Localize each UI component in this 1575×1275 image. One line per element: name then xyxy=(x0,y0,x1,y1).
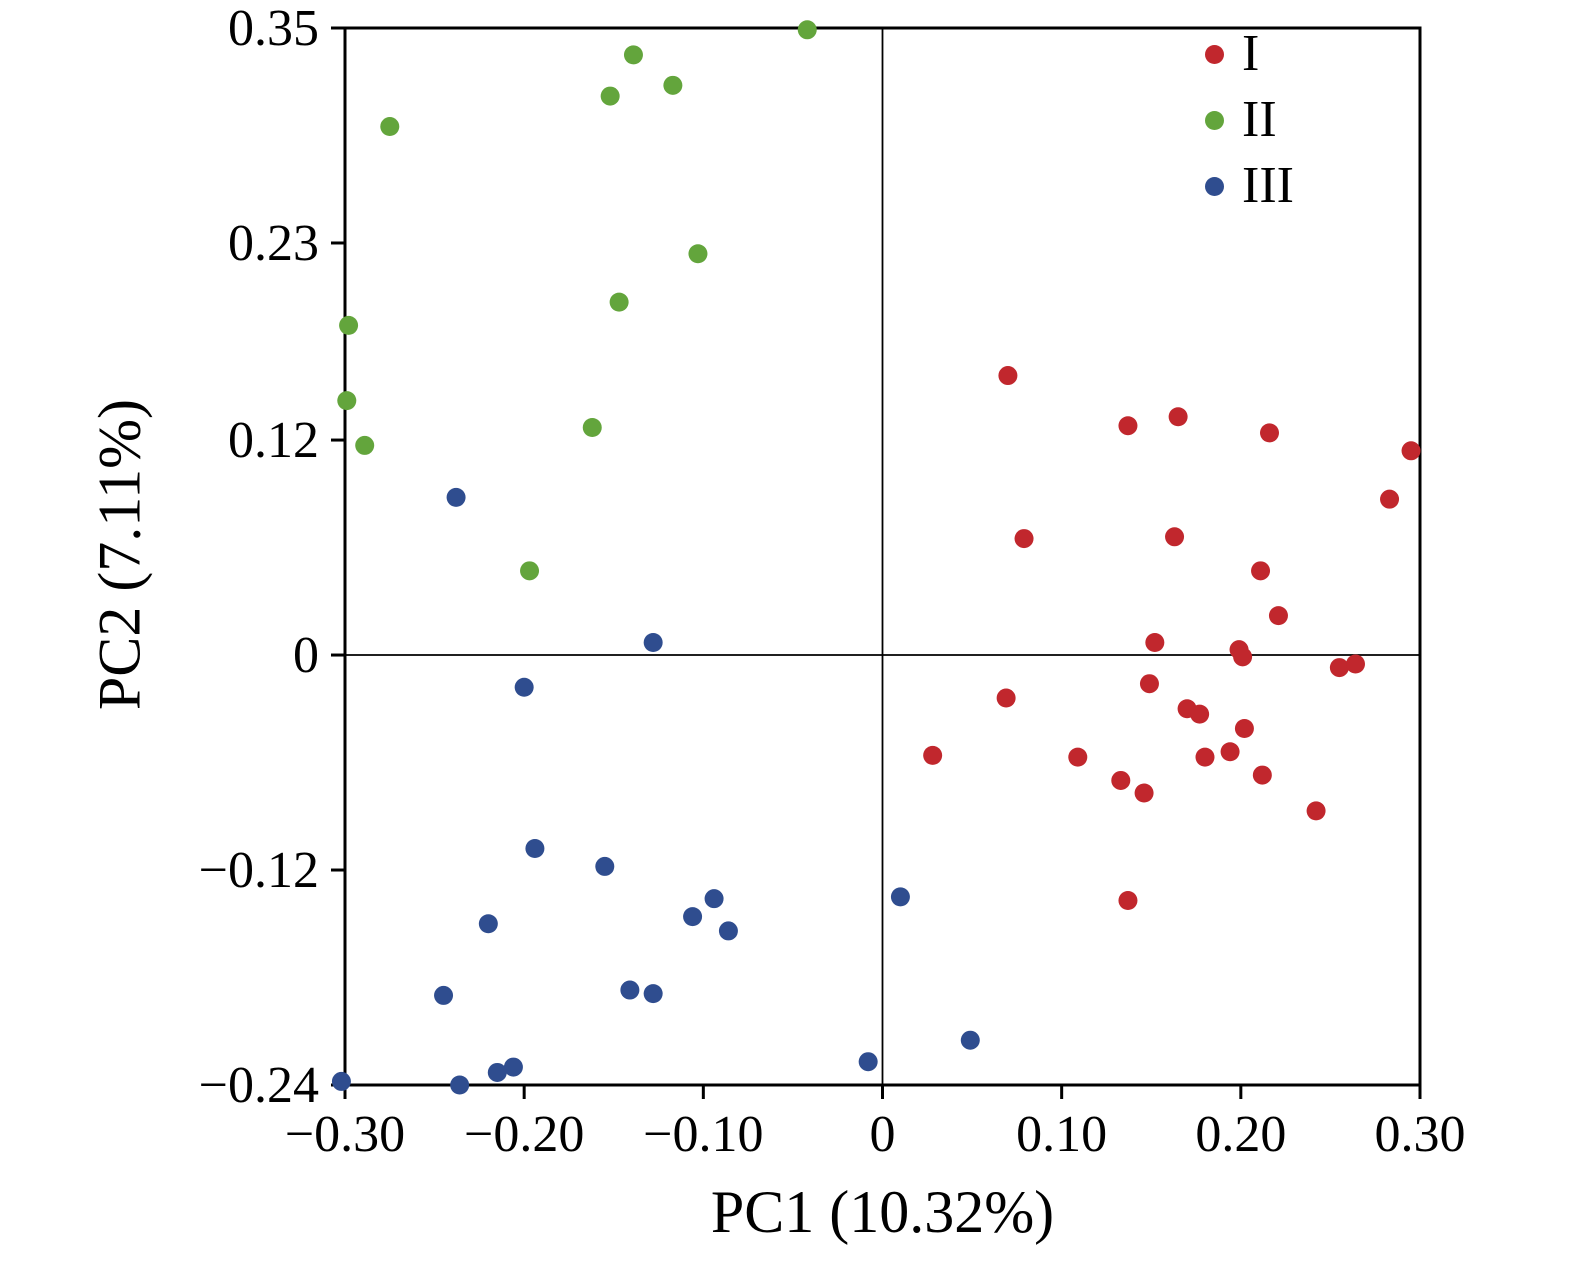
x-tick-label: 0.20 xyxy=(1195,1106,1286,1163)
data-point-series-I xyxy=(1118,416,1138,436)
x-tick-label: −0.20 xyxy=(464,1106,584,1163)
x-axis-label: PC1 (10.32%) xyxy=(710,1179,1055,1245)
data-point-series-II xyxy=(600,86,620,106)
data-point-series-III xyxy=(595,856,615,876)
legend-label-series-1: I xyxy=(1242,25,1260,82)
data-point-series-I xyxy=(1234,718,1254,738)
data-point-series-III xyxy=(450,1075,470,1095)
data-point-series-III xyxy=(718,921,738,941)
data-point-series-II xyxy=(688,244,708,264)
data-point-series-I xyxy=(1251,561,1271,581)
data-point-series-I xyxy=(1268,606,1288,626)
y-tick-label: −0.12 xyxy=(199,842,319,899)
legend-label-series-2: II xyxy=(1242,91,1277,148)
data-point-series-I xyxy=(1014,529,1034,549)
data-point-series-I xyxy=(996,688,1016,708)
x-tick-label: 0.10 xyxy=(1016,1106,1107,1163)
data-point-series-II xyxy=(623,45,643,65)
data-point-series-II xyxy=(797,20,817,40)
data-point-series-I xyxy=(1380,489,1400,509)
legend-marker-series-2 xyxy=(1205,110,1224,130)
legend: I II III xyxy=(1205,28,1294,212)
data-point-series-III xyxy=(446,487,466,507)
data-point-series-III xyxy=(503,1057,523,1077)
data-point-series-I xyxy=(1401,441,1421,461)
data-point-series-III xyxy=(683,907,703,927)
legend-item: I xyxy=(1205,28,1294,80)
data-point-series-II xyxy=(380,117,400,137)
data-point-series-III xyxy=(643,984,663,1004)
data-point-series-III xyxy=(620,980,640,1000)
data-point-series-II xyxy=(355,435,375,455)
data-point-series-I xyxy=(1306,801,1326,821)
data-point-series-I xyxy=(1118,890,1138,910)
data-point-series-II xyxy=(337,391,357,411)
y-tick-label: 0.35 xyxy=(228,0,319,57)
data-point-series-II xyxy=(339,315,359,335)
legend-marker-series-1 xyxy=(1205,44,1224,64)
x-tick-label: 0 xyxy=(870,1106,896,1163)
data-point-series-I xyxy=(1190,704,1210,724)
y-axis-label: PC2 (7.11%) xyxy=(86,398,153,711)
legend-item: II xyxy=(1205,94,1294,146)
legend-marker-series-3 xyxy=(1205,176,1224,196)
data-point-series-I xyxy=(1139,674,1159,694)
data-point-series-III xyxy=(434,985,454,1005)
y-tick-label: 0.23 xyxy=(228,215,319,272)
data-point-series-III xyxy=(487,1062,507,1082)
data-point-series-I xyxy=(1134,783,1154,803)
data-point-series-III xyxy=(331,1071,351,1091)
data-point-series-III xyxy=(704,889,724,909)
data-point-series-I xyxy=(1068,747,1088,767)
data-point-series-III xyxy=(478,914,498,934)
data-point-series-I xyxy=(923,745,943,765)
data-point-series-II xyxy=(609,292,629,312)
x-tick-label: −0.10 xyxy=(643,1106,763,1163)
y-tick-label: 0 xyxy=(293,627,319,684)
data-point-series-III xyxy=(514,677,534,697)
y-tick-label: −0.24 xyxy=(199,1057,319,1114)
data-point-series-I xyxy=(1233,647,1253,667)
data-point-series-II xyxy=(520,561,540,581)
data-point-series-I xyxy=(1145,632,1165,652)
data-point-series-II xyxy=(582,418,602,438)
data-point-series-II xyxy=(663,75,683,95)
legend-item: III xyxy=(1205,160,1294,212)
data-point-series-III xyxy=(525,839,545,859)
data-point-series-III xyxy=(858,1052,878,1072)
data-point-series-III xyxy=(890,887,910,907)
data-point-series-I xyxy=(1252,765,1272,785)
x-tick-label: −0.30 xyxy=(285,1106,405,1163)
data-point-series-I xyxy=(1329,658,1349,678)
data-point-series-I xyxy=(1195,747,1215,767)
y-tick-label: 0.12 xyxy=(228,412,319,469)
data-point-series-I xyxy=(1111,770,1131,790)
data-point-series-I xyxy=(1168,407,1188,427)
data-point-series-I xyxy=(1260,423,1279,443)
x-tick-label: 0.30 xyxy=(1375,1106,1466,1163)
legend-label-series-3: III xyxy=(1242,157,1294,214)
data-point-series-I xyxy=(998,366,1018,386)
data-point-series-I xyxy=(1220,742,1240,762)
data-point-series-I xyxy=(1346,654,1365,674)
data-point-series-III xyxy=(960,1030,980,1050)
data-point-series-I xyxy=(1165,527,1185,547)
data-point-series-III xyxy=(643,632,663,652)
